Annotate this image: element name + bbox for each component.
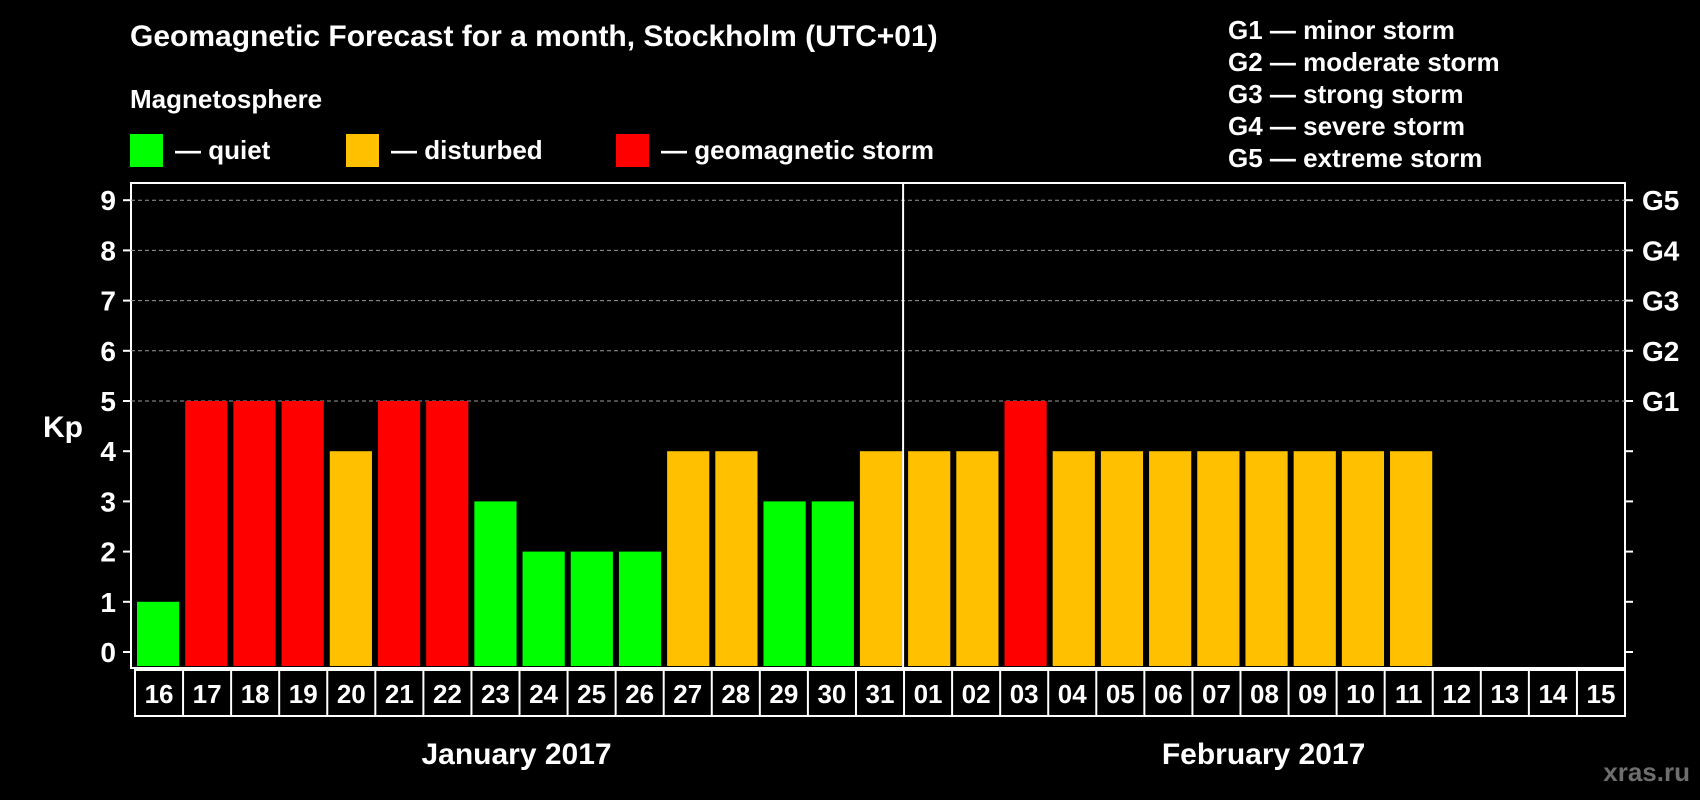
bar-31 — [859, 451, 903, 666]
bar-10 — [1341, 451, 1385, 666]
bar-20 — [329, 451, 372, 666]
day-label-10: 10 — [1346, 679, 1375, 709]
legend-quiet: — quiet — [130, 134, 270, 167]
day-label-26: 26 — [625, 679, 654, 709]
storm-level-label-g2: G2 — [1642, 336, 1679, 367]
day-label-20: 20 — [337, 679, 366, 709]
bar-19 — [281, 401, 324, 666]
day-label-22: 22 — [433, 679, 462, 709]
storm-level-label-g5: G5 — [1642, 185, 1679, 216]
day-label-02: 02 — [962, 679, 991, 709]
legend-swatch-quiet — [130, 134, 163, 167]
y-tick-label-3: 3 — [100, 486, 116, 517]
bar-09 — [1293, 451, 1336, 666]
bar-03 — [1004, 401, 1047, 666]
day-label-23: 23 — [481, 679, 510, 709]
day-label-27: 27 — [673, 679, 702, 709]
day-label-08: 08 — [1250, 679, 1279, 709]
storm-scale-legend: G1 — minor storm G2 — moderate storm G3 … — [1228, 14, 1500, 174]
day-label-05: 05 — [1106, 679, 1135, 709]
bar-06 — [1149, 451, 1192, 666]
day-label-09: 09 — [1298, 679, 1327, 709]
bar-25 — [570, 551, 613, 666]
page-title: Geomagnetic Forecast for a month, Stockh… — [130, 20, 938, 53]
day-label-31: 31 — [866, 679, 895, 709]
storm-level-label-g3: G3 — [1642, 286, 1679, 317]
legend-label-disturbed: — disturbed — [391, 135, 543, 165]
bar-18 — [233, 401, 276, 666]
day-label-28: 28 — [721, 679, 750, 709]
day-label-21: 21 — [385, 679, 414, 709]
bar-02 — [956, 451, 999, 666]
day-label-30: 30 — [817, 679, 846, 709]
y-tick-label-4: 4 — [100, 436, 116, 467]
y-tick-label-2: 2 — [100, 537, 116, 568]
bar-24 — [522, 551, 565, 666]
day-label-14: 14 — [1538, 679, 1567, 709]
y-tick-label-8: 8 — [100, 235, 116, 266]
bar-26 — [618, 551, 662, 666]
bar-04 — [1052, 451, 1095, 666]
legend-swatch-storm — [616, 134, 649, 167]
bar-30 — [811, 501, 854, 666]
storm-scale-g5: G5 — extreme storm — [1228, 143, 1483, 173]
day-label-04: 04 — [1058, 679, 1087, 709]
bar-16 — [137, 601, 180, 666]
bar-29 — [763, 501, 806, 666]
day-label-06: 06 — [1154, 679, 1183, 709]
day-label-row — [134, 669, 1626, 717]
day-label-15: 15 — [1587, 679, 1616, 709]
watermark: xras.ru — [1603, 757, 1690, 787]
legend-storm: — geomagnetic storm — [616, 134, 934, 167]
day-label-18: 18 — [241, 679, 270, 709]
y-tick-label-5: 5 — [100, 386, 116, 417]
y-tick-label-6: 6 — [100, 336, 116, 367]
day-label-12: 12 — [1442, 679, 1471, 709]
bar-28 — [715, 451, 758, 666]
y-tick-label-9: 9 — [100, 185, 116, 216]
bar-27 — [667, 451, 710, 666]
bar-05 — [1100, 451, 1144, 666]
day-label-03: 03 — [1010, 679, 1039, 709]
bar-08 — [1245, 451, 1288, 666]
bar-21 — [377, 401, 421, 666]
legend-label-storm: — geomagnetic storm — [661, 135, 935, 165]
bar-11 — [1390, 451, 1433, 666]
day-label-24: 24 — [529, 679, 558, 709]
magnetosphere-title: Magnetosphere — [130, 84, 323, 114]
day-label-13: 13 — [1490, 679, 1519, 709]
day-label-16: 16 — [145, 679, 174, 709]
day-label-25: 25 — [577, 679, 606, 709]
legend-swatch-disturbed — [346, 134, 379, 167]
bar-17 — [185, 401, 228, 666]
legend-label-quiet: — quiet — [175, 135, 271, 165]
day-label-01: 01 — [914, 679, 943, 709]
day-label-07: 07 — [1202, 679, 1231, 709]
day-label-17: 17 — [193, 679, 222, 709]
storm-level-label-g4: G4 — [1642, 235, 1680, 266]
month-label-january: January 2017 — [421, 738, 611, 771]
y-axis-label: Kp — [43, 411, 83, 444]
storm-scale-g3: G3 — strong storm — [1228, 79, 1464, 109]
y-tick-label-0: 0 — [100, 637, 116, 668]
storm-scale-g2: G2 — moderate storm — [1228, 47, 1500, 77]
bar-01 — [908, 451, 951, 666]
legend-disturbed: — disturbed — [346, 134, 543, 167]
storm-level-label-g1: G1 — [1642, 386, 1679, 417]
storm-scale-g1: G1 — minor storm — [1228, 15, 1455, 45]
month-label-february: February 2017 — [1162, 738, 1365, 771]
bar-23 — [474, 501, 517, 666]
bar-22 — [426, 401, 469, 666]
y-tick-label-1: 1 — [100, 587, 116, 618]
day-label-29: 29 — [769, 679, 798, 709]
y-tick-label-7: 7 — [100, 286, 116, 317]
day-label-19: 19 — [289, 679, 318, 709]
storm-scale-g4: G4 — severe storm — [1228, 111, 1466, 141]
bar-07 — [1197, 451, 1240, 666]
plot-frame — [130, 182, 1626, 669]
day-label-11: 11 — [1395, 679, 1423, 709]
